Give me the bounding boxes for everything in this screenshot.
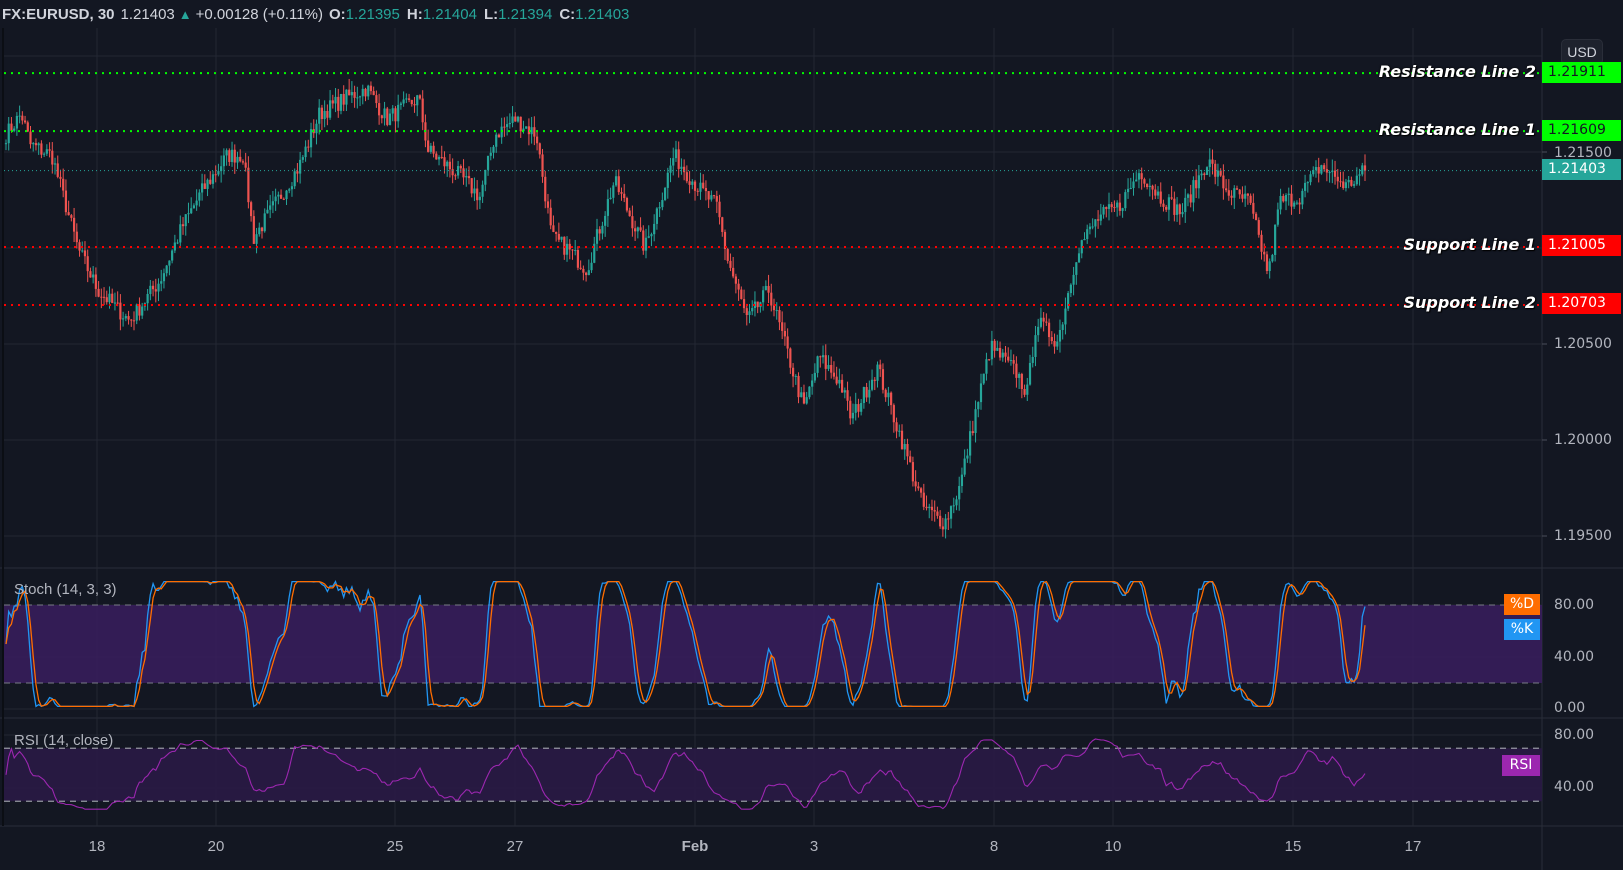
open-label: O: xyxy=(328,5,346,23)
high-value: 1.21404 xyxy=(422,5,477,23)
close-label: C: xyxy=(559,5,576,23)
high-label: H: xyxy=(406,5,423,23)
x-label-3: 3 xyxy=(809,838,819,855)
low-value: 1.21394 xyxy=(498,5,553,23)
x-label-15: 15 xyxy=(1284,838,1302,855)
rsi-tag: RSI xyxy=(1502,755,1540,776)
rsi-title[interactable]: RSI (14, close) xyxy=(14,732,114,749)
x-label-25: 25 xyxy=(386,838,404,855)
x-label-10: 10 xyxy=(1104,838,1122,855)
support-line-2-label[interactable]: Support Line 2 xyxy=(1403,293,1536,312)
resistance-line-2-label[interactable]: Resistance Line 2 xyxy=(1378,62,1536,81)
price-tick-1: 1.21500 xyxy=(1554,145,1612,161)
rsi-tick-80: 80.00 xyxy=(1554,727,1595,743)
support-line-1-label[interactable]: Support Line 1 xyxy=(1403,235,1536,254)
symbol-name[interactable]: FX:EURUSD, 30 xyxy=(2,5,115,23)
stoch-k-tag: %K xyxy=(1504,619,1540,640)
price-tick-3: 1.20000 xyxy=(1554,432,1612,448)
stoch-d-tag: %D xyxy=(1504,594,1540,615)
close-value: 1.21403 xyxy=(575,5,630,23)
triangle-up-icon: ▲ xyxy=(178,6,192,22)
x-label-27: 27 xyxy=(506,838,524,855)
stoch-tick-80: 80.00 xyxy=(1554,597,1595,613)
resistance-line-2-price: 1.21911 xyxy=(1542,62,1621,83)
open-value: 1.21395 xyxy=(345,5,400,23)
support-line-2-price: 1.20703 xyxy=(1542,293,1621,314)
x-label-8: 8 xyxy=(989,838,999,855)
x-label-17: 17 xyxy=(1404,838,1422,855)
symbol-header: FX:EURUSD, 30 1.21403 ▲ +0.00128 (+0.11%… xyxy=(0,0,1623,28)
stoch-title[interactable]: Stoch (14, 3, 3) xyxy=(14,581,117,598)
last-price-tag: 1.21403 xyxy=(1542,159,1621,180)
stoch-tick-40: 40.00 xyxy=(1554,649,1595,665)
rsi-tick-40: 40.00 xyxy=(1554,779,1595,795)
low-label: L: xyxy=(483,5,499,23)
resistance-line-1-label[interactable]: Resistance Line 1 xyxy=(1378,120,1536,139)
x-label-20: 20 xyxy=(207,838,225,855)
x-label-feb: Feb xyxy=(681,838,709,855)
price-tick-2: 1.20500 xyxy=(1554,336,1612,352)
price-tick-4: 1.19500 xyxy=(1554,528,1612,544)
last-price: 1.21403 xyxy=(120,5,175,23)
support-line-1-price: 1.21005 xyxy=(1542,235,1621,256)
resistance-line-1-price: 1.21609 xyxy=(1542,120,1621,141)
stoch-tick-0: 0.00 xyxy=(1554,700,1586,716)
price-change: +0.00128 (+0.11%) xyxy=(195,5,323,23)
x-label-18: 18 xyxy=(88,838,106,855)
